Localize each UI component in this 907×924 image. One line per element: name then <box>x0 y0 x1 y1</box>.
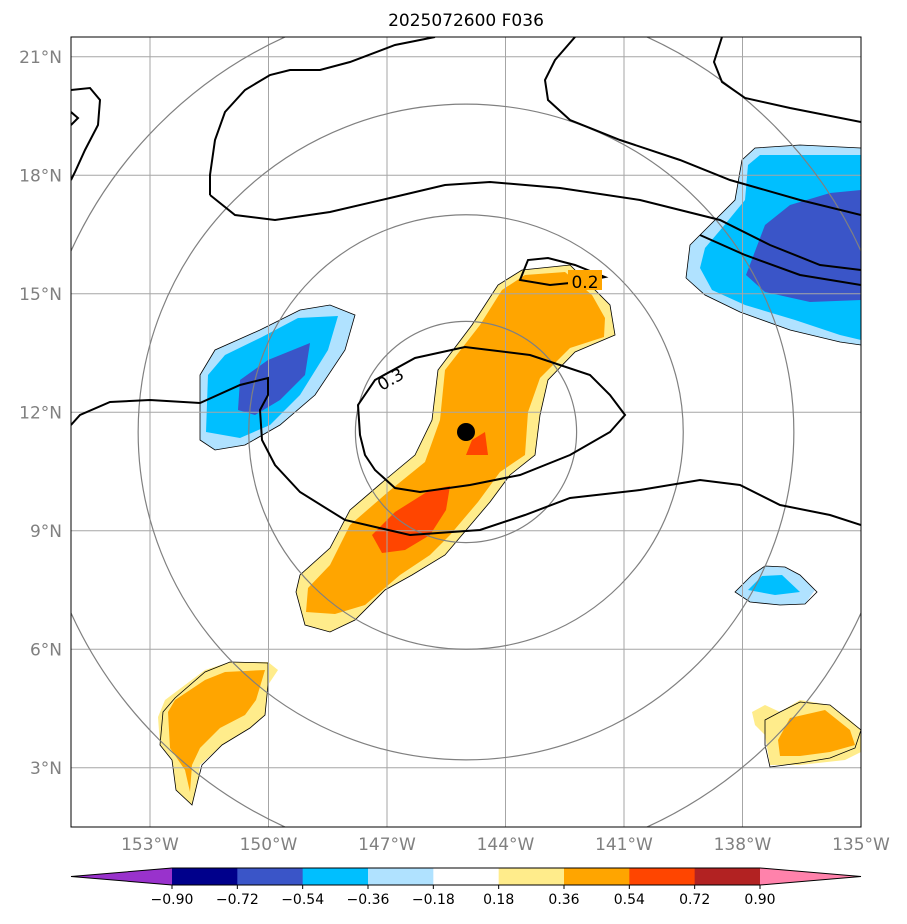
shade-blue-se <box>748 575 800 595</box>
colorbar-label-7: 0.54 <box>614 892 645 908</box>
contour-north-right <box>543 37 861 216</box>
colorbar-label-5: 0.18 <box>483 892 514 908</box>
lat-tick-label-6: 21°N <box>19 48 62 68</box>
colorbar-label-8: 0.72 <box>679 892 710 908</box>
map-area: 0.2 0.3 <box>71 37 861 827</box>
thick-contours <box>71 37 861 537</box>
lon-tick-label-4: 141°W <box>595 835 653 855</box>
colorbar-extend-high <box>760 868 861 885</box>
colorbar-segment-2 <box>302 868 369 885</box>
colorbar-labels: −0.90 −0.72 −0.54 −0.36 −0.18 0.18 0.36 0.54 0.7… <box>151 885 776 908</box>
contour-west-lower <box>71 376 861 537</box>
contour-north-mid <box>209 37 436 195</box>
lon-tick-label-2: 147°W <box>358 835 416 855</box>
colorbar-segment-1 <box>237 868 304 885</box>
thin-contour-se-small <box>734 565 818 606</box>
colorbar-label-2: −0.54 <box>281 892 324 908</box>
thin-contour-w <box>199 304 356 451</box>
colorbar-label-4: −0.18 <box>412 892 455 908</box>
colorbar-label-9: 0.90 <box>744 892 775 908</box>
colorbar-segment-6 <box>564 868 630 885</box>
range-rings <box>71 37 861 827</box>
map-frame <box>70 36 862 828</box>
shade-orange-sw <box>168 670 265 792</box>
thin-contour-ne-lower <box>685 277 861 346</box>
colorbar-segment-7 <box>629 868 696 885</box>
colorbar-segment-0 <box>172 868 238 885</box>
lat-tick-label-1: 6°N <box>30 640 62 660</box>
colorbar-label-3: −0.36 <box>347 892 390 908</box>
contour-loop-center <box>356 345 627 494</box>
contour-far-ne <box>712 37 861 123</box>
lon-tick-label-6: 135°W <box>832 835 890 855</box>
colorbar-label-0: −0.90 <box>151 892 194 908</box>
storm-center-marker <box>457 423 475 441</box>
shade-red-center <box>466 432 488 455</box>
thin-contours <box>159 144 861 806</box>
lat-tick-label-2: 9°N <box>30 522 62 542</box>
colorbar-segment-3 <box>368 868 434 885</box>
colorbar <box>70 867 862 886</box>
colorbar-extend-low <box>71 868 172 885</box>
thin-contour-band <box>295 264 616 633</box>
shade-orange-se <box>778 710 855 756</box>
chart-title: 2025072600 F036 <box>388 11 544 31</box>
lat-tick-label-3: 12°N <box>19 403 62 423</box>
colorbar-label-1: −0.72 <box>216 892 259 908</box>
shade-dark-blue-w <box>238 343 310 415</box>
colorbar-segment-8 <box>694 868 761 885</box>
contour-north-loop <box>71 86 102 181</box>
lat-tick-label-4: 15°N <box>19 285 62 305</box>
lon-tick-labels: 153°W 150°W 147°W 144°W 141°W 138°W 135°W <box>121 835 890 855</box>
lon-tick-label-1: 150°W <box>240 835 298 855</box>
shade-red-band <box>372 486 450 553</box>
lat-tick-label-0: 3°N <box>30 759 62 779</box>
contour-label-bg <box>568 270 602 290</box>
range-ring-1 <box>248 214 684 650</box>
lon-tick-label-0: 153°W <box>121 835 179 855</box>
lat-tick-labels: 3°N 6°N 9°N 12°N 15°N 18°N 21°N <box>19 48 62 779</box>
thin-contour-sw <box>159 661 269 806</box>
colorbar-label-6: 0.36 <box>548 892 579 908</box>
shade-dark-blue-ne <box>746 190 861 302</box>
contour-north-wave <box>209 180 861 271</box>
contour-east-low <box>699 234 861 286</box>
lon-tick-label-5: 138°W <box>714 835 772 855</box>
thin-contour-se <box>764 701 861 768</box>
lat-tick-label-5: 18°N <box>19 166 62 186</box>
range-ring-2 <box>137 103 795 761</box>
colorbar-segment-5 <box>498 868 565 885</box>
lon-tick-label-3: 144°W <box>477 835 535 855</box>
range-ring-0 <box>354 320 578 544</box>
contour-tiny-west <box>71 111 80 126</box>
colorbar-segment-4 <box>433 868 500 885</box>
contour-label-0-2: 0.2 <box>571 273 598 293</box>
